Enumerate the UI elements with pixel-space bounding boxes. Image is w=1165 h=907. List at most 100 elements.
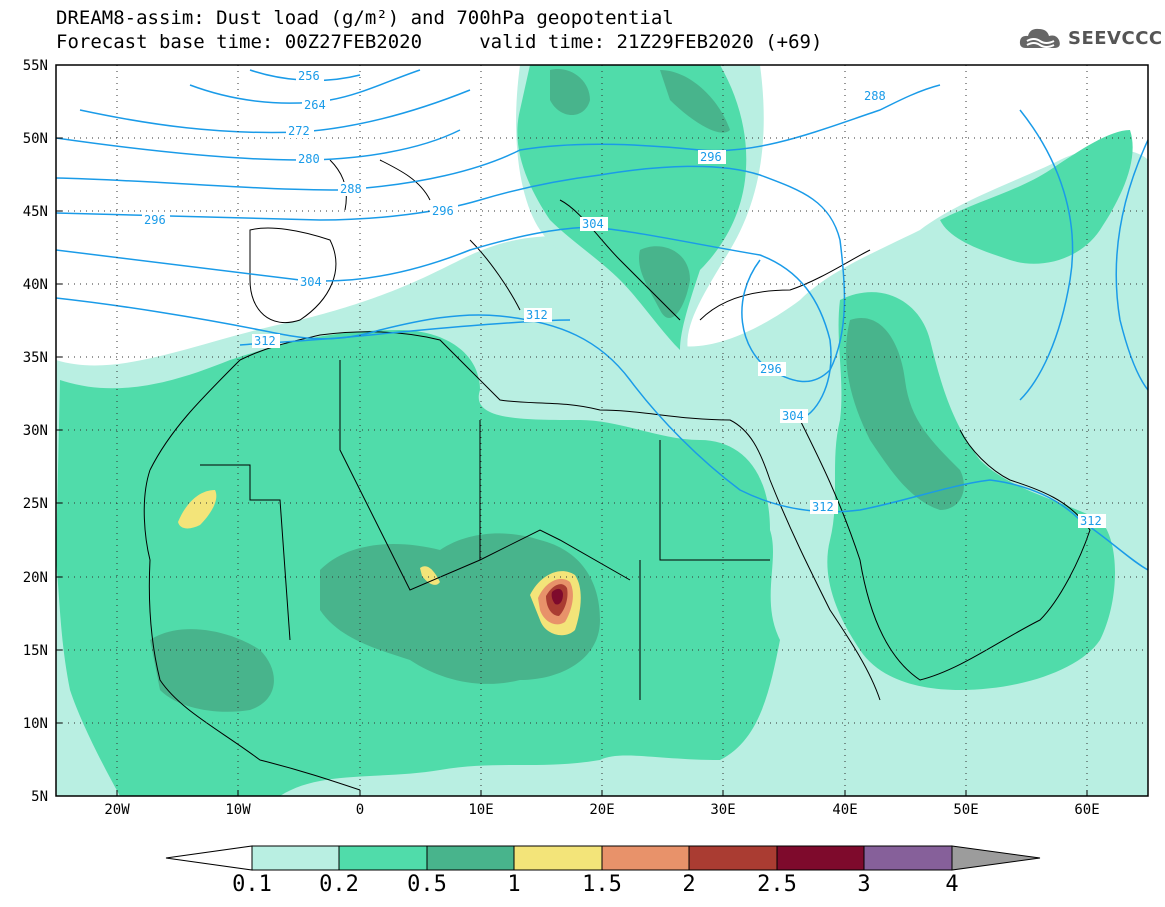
lon-label: 30E — [710, 802, 735, 818]
lat-label: 20N — [23, 570, 48, 586]
lat-label: 35N — [23, 350, 48, 366]
dust-region-dense-sahara — [320, 533, 600, 684]
contour-label: 256 — [296, 69, 324, 83]
map-title: DREAM8-assim: Dust load (g/m²) and 700hP… — [56, 7, 674, 29]
svg-text:280: 280 — [298, 152, 320, 166]
svg-text:272: 272 — [288, 124, 310, 138]
colorbar-label: 1.5 — [582, 872, 622, 897]
coastline-africa-west — [143, 469, 361, 791]
svg-text:312: 312 — [526, 308, 548, 322]
colorbar-label: 0.1 — [232, 872, 272, 897]
lat-label: 40N — [23, 277, 48, 293]
colorbar-segment — [863, 845, 953, 871]
colorbar-low-arrow — [165, 845, 253, 871]
lon-label: 10W — [225, 802, 251, 818]
contour-label-layer: 256 264 272 280 288 296 296 304 304 312 … — [142, 69, 1106, 528]
coastline-europe — [249, 159, 871, 324]
colorbar-segment — [601, 845, 690, 871]
contour-line — [79, 89, 471, 134]
forecast-time-info: Forecast base time: 00Z27FEB2020 valid t… — [56, 31, 823, 53]
colorbar-label: 1 — [507, 872, 521, 897]
border-sahara — [200, 360, 770, 700]
contour-label: 296 — [698, 150, 726, 164]
lat-label: 30N — [23, 423, 48, 439]
colorbar-label: 2.5 — [757, 872, 797, 897]
contour-label: 304 — [298, 275, 326, 289]
svg-text:288: 288 — [864, 89, 886, 103]
contour-label: 280 — [296, 152, 324, 166]
contour-label: 312 — [810, 500, 838, 514]
lon-label: 20E — [589, 802, 614, 818]
colorbar-label: 3 — [857, 872, 871, 897]
colorbar-high-arrow — [951, 845, 1041, 871]
lon-label: 50E — [953, 802, 978, 818]
contour-line — [56, 226, 832, 421]
geopotential-contours — [56, 69, 1148, 571]
lat-label: 25N — [23, 496, 48, 512]
svg-text:304: 304 — [300, 275, 322, 289]
svg-text:296: 296 — [700, 150, 722, 164]
contour-line — [1115, 139, 1148, 391]
contour-line — [56, 84, 941, 191]
contour-label: 304 — [780, 409, 808, 423]
contour-label: 288 — [338, 182, 366, 196]
colorbar-label: 4 — [945, 872, 959, 897]
latitude-labels: 55N 50N 45N 40N 35N 30N 25N 20N 15N 10N … — [23, 58, 48, 805]
lat-label: 15N — [23, 643, 48, 659]
contour-line — [56, 297, 1148, 571]
longitude-labels: 20W 10W 0 10E 20E 30E 40E 50E 60E — [104, 802, 1099, 818]
lat-label: 45N — [23, 204, 48, 220]
svg-text:312: 312 — [1080, 514, 1102, 528]
contour-label: 264 — [302, 98, 330, 112]
svg-text:304: 304 — [782, 409, 804, 423]
colorbar-segment — [776, 845, 865, 871]
contour-label: 312 — [1078, 514, 1106, 528]
seevccc-logo: SEEVCCC — [1018, 24, 1163, 52]
contour-line — [1019, 109, 1074, 401]
dust-region-dense-europe — [550, 69, 730, 319]
dust-region-medium-caspian — [940, 130, 1133, 264]
dust-field-layer — [56, 65, 1148, 796]
svg-text:288: 288 — [340, 182, 362, 196]
lon-label: 20W — [104, 802, 130, 818]
dust-region-darkred-chad — [551, 588, 563, 605]
svg-text:264: 264 — [304, 98, 326, 112]
contour-label: 288 — [862, 89, 890, 103]
svg-text:296: 296 — [144, 213, 166, 227]
svg-text:296: 296 — [432, 204, 454, 218]
svg-text:296: 296 — [760, 362, 782, 376]
colorbar-label: 0.2 — [319, 872, 359, 897]
lon-label: 10E — [468, 802, 493, 818]
colorbar-label: 0.5 — [407, 872, 447, 897]
lon-label: 0 — [356, 802, 364, 818]
svg-text:312: 312 — [254, 334, 276, 348]
logo-text: SEEVCCC — [1068, 27, 1163, 49]
contour-line — [56, 165, 846, 383]
contour-label: 304 — [580, 217, 608, 231]
svg-text:312: 312 — [812, 500, 834, 514]
cloud-icon — [1019, 28, 1060, 48]
dust-region-yellow-niger — [420, 566, 440, 585]
contour-label: 312 — [524, 308, 552, 322]
dust-region-dense-mena — [846, 318, 964, 510]
coastline-arabia — [799, 419, 1091, 681]
dust-region-yellow-sahara — [178, 490, 217, 529]
colorbar-segment — [688, 845, 778, 871]
contour-label: 296 — [758, 362, 786, 376]
contour-label: 296 — [430, 204, 458, 218]
lat-label: 50N — [23, 131, 48, 147]
lat-label: 10N — [23, 716, 48, 732]
colorbar-label: 2 — [682, 872, 696, 897]
lon-label: 40E — [832, 802, 857, 818]
contour-label: 296 — [142, 213, 170, 227]
contour-label: 312 — [252, 334, 280, 348]
contour-line — [56, 129, 461, 161]
colorbar-segment — [426, 845, 515, 871]
lat-lon-grid — [56, 65, 1148, 796]
svg-text:256: 256 — [298, 69, 320, 83]
svg-text:304: 304 — [582, 217, 604, 231]
lon-label: 60E — [1074, 802, 1099, 818]
lat-label: 55N — [23, 58, 48, 74]
colorbar-segment — [338, 845, 428, 871]
